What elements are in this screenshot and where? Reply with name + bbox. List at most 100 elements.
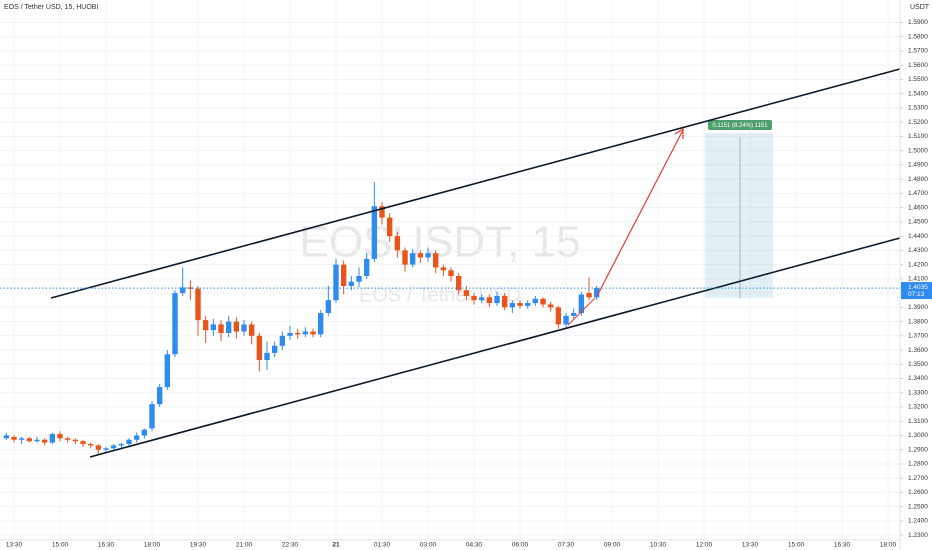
channel-lower	[89, 237, 901, 458]
x-tick-label: 03:00	[420, 542, 437, 549]
candle-body	[18, 438, 25, 440]
candle-body	[502, 295, 508, 308]
y-tick-label: 1.4700	[908, 190, 928, 197]
y-tick-label: 1.2500	[908, 503, 928, 510]
y-tick-label: 1.5400	[908, 90, 928, 97]
y-tick-label: 1.2300	[908, 532, 928, 539]
candle-body	[202, 320, 209, 331]
candle-body	[11, 436, 17, 440]
candle-body	[26, 438, 33, 442]
y-tick-label: 1.3200	[908, 404, 928, 411]
y-tick-label: 1.5200	[908, 119, 928, 126]
candle-body	[57, 434, 63, 439]
x-tick-label: 01:30	[374, 542, 391, 549]
arrow-head	[674, 127, 684, 139]
last-price-label: 1.4035	[908, 284, 928, 291]
y-tick-label: 1.2600	[908, 489, 928, 496]
candle-body	[225, 321, 232, 333]
candle-body	[302, 331, 309, 335]
x-tick-label: 15:00	[788, 542, 805, 549]
y-tick-label: 1.5600	[908, 62, 928, 69]
y-tick-label: 1.3900	[908, 304, 928, 311]
x-tick-label: 06:00	[512, 542, 529, 549]
candle-body	[233, 321, 240, 332]
candle-body	[110, 445, 117, 449]
candle-body	[210, 324, 217, 331]
candle-body	[456, 275, 462, 291]
y-tick-label: 1.4900	[908, 162, 928, 169]
y-tick-label: 1.3300	[908, 389, 928, 396]
y-tick-label: 1.5700	[908, 48, 928, 55]
candle-body	[433, 253, 439, 268]
chart-title: EOS / Tether USD, 15, HUOBI	[4, 4, 98, 11]
candle-body	[525, 303, 531, 306]
candle-body	[486, 297, 493, 304]
candle-body	[80, 441, 86, 445]
candle-body	[271, 345, 278, 353]
candle-body	[34, 439, 40, 442]
x-tick-label: 10:30	[650, 542, 667, 549]
candle-body	[578, 294, 585, 314]
candle-body	[571, 313, 577, 316]
candle-body	[41, 439, 48, 443]
y-tick-label: 1.3400	[908, 375, 928, 382]
x-tick-label: 04:30	[466, 542, 483, 549]
candle-body	[241, 324, 247, 332]
candle-body	[371, 206, 378, 259]
x-tick-label: 22:30	[282, 542, 299, 549]
x-tick-label: 16:30	[98, 542, 115, 549]
candle-body	[310, 331, 316, 335]
candle-body	[64, 438, 71, 440]
candle-body	[195, 288, 201, 321]
x-tick-label: 21:00	[236, 542, 253, 549]
x-tick-label: 19:30	[190, 542, 207, 549]
arrow	[596, 129, 684, 297]
y-tick-label: 1.4100	[908, 276, 928, 283]
y-tick-label: 1.4600	[908, 204, 928, 211]
position-box	[705, 133, 773, 298]
candle-body	[87, 444, 94, 446]
candle-body	[149, 404, 155, 429]
position-label: 0.1151 (8.24%) 1151	[712, 123, 768, 129]
x-tick-label: 09:00	[604, 542, 621, 549]
candle-body	[540, 298, 546, 305]
candle-body	[156, 387, 163, 405]
candle-body	[594, 288, 600, 298]
channel-upper	[50, 68, 901, 299]
candle-body	[448, 270, 454, 276]
candle-body	[348, 281, 355, 286]
candle-body	[287, 332, 293, 336]
x-tick-label: 18:00	[880, 542, 897, 549]
y-tick-label: 1.4800	[908, 176, 928, 183]
y-tick-label: 1.5300	[908, 105, 928, 112]
y-tick-label: 1.5100	[908, 133, 928, 140]
watermark-subtitle: EOS / Tether USD	[359, 284, 521, 306]
y-tick-label: 1.2700	[908, 475, 928, 482]
candle-body	[133, 435, 140, 440]
candle-body	[586, 293, 592, 298]
y-tick-label: 1.5000	[908, 147, 928, 154]
candle-body	[440, 267, 447, 271]
candle-body	[425, 253, 431, 258]
x-tick-label: 18:00	[144, 542, 161, 549]
candle-body	[95, 445, 102, 450]
candle-body	[340, 264, 347, 286]
y-tick-label: 1.2800	[908, 461, 928, 468]
candle-body	[494, 295, 500, 304]
candle-body	[264, 352, 270, 360]
y-tick-label: 1.3800	[908, 318, 928, 325]
y-tick-label: 1.2400	[908, 518, 928, 525]
x-tick-label: 07:30	[558, 542, 575, 549]
candle-body	[563, 315, 569, 325]
candle-body	[532, 298, 539, 304]
candle-body	[248, 324, 255, 336]
y-tick-label: 1.3000	[908, 432, 928, 439]
watermark: EOSUSDT, 15	[299, 218, 580, 267]
candle-body	[379, 206, 385, 218]
candle-body	[517, 303, 523, 306]
x-tick-label: 16:30	[834, 542, 851, 549]
candle-body	[218, 324, 224, 333]
y-tick-label: 1.3600	[908, 347, 928, 354]
